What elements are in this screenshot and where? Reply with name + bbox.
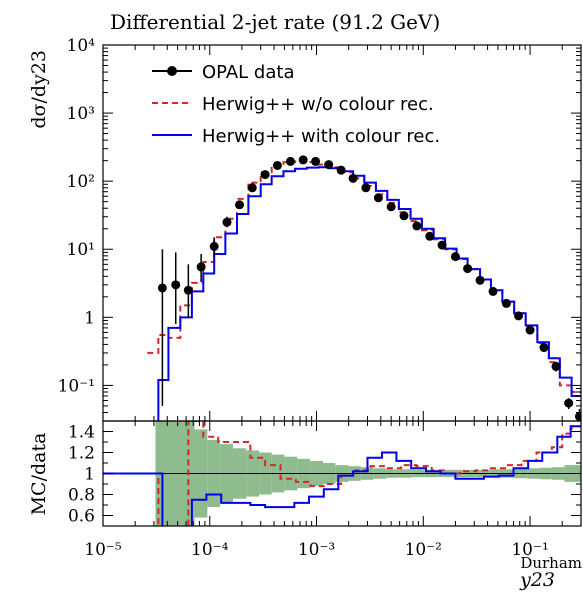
data-point xyxy=(222,217,232,227)
ratio-series-herwig-with-colour-rec xyxy=(103,425,581,526)
x-tick-label: 10⁻⁴ xyxy=(191,540,229,560)
data-point xyxy=(285,156,295,166)
data-point xyxy=(514,311,524,321)
chart-title: Differential 2-jet rate (91.2 GeV) xyxy=(110,10,440,34)
data-point xyxy=(183,285,193,295)
data-point xyxy=(450,252,460,262)
data-point xyxy=(235,200,245,210)
data-point xyxy=(361,183,371,193)
data-point xyxy=(488,286,498,296)
data-point xyxy=(551,361,561,371)
y-tick-label: 10⁴ xyxy=(67,36,96,56)
ratio-y-tick-label: 1 xyxy=(84,465,95,485)
x-tick-label: 10⁻³ xyxy=(298,540,335,560)
legend: OPAL data Herwig++ w/o colour rec. Herwi… xyxy=(152,62,440,147)
y-tick-label: 10² xyxy=(67,172,95,192)
ratio-y-tick-label: 1.2 xyxy=(68,444,95,464)
data-point xyxy=(336,165,346,175)
ratio-series-herwig-w-o-colour-rec xyxy=(103,421,581,526)
legend-label-herwig-with: Herwig++ with colour rec. xyxy=(202,126,440,147)
x-tick-label: 10⁻¹ xyxy=(511,540,548,560)
data-point xyxy=(525,325,535,335)
data-point xyxy=(348,173,358,183)
legend-marker-opal-data xyxy=(167,66,177,76)
x-axis-label-superscript: Durham xyxy=(520,554,582,572)
y-tick-label: 10¹ xyxy=(67,240,95,260)
x-tick-label: 10⁻⁵ xyxy=(84,540,122,560)
data-point xyxy=(247,183,257,193)
ratio-panel-plot-area xyxy=(103,421,581,526)
data-point xyxy=(311,156,321,166)
data-point xyxy=(171,280,181,290)
data-point xyxy=(260,170,270,180)
x-tick-label: 10⁻² xyxy=(405,540,442,560)
data-point xyxy=(324,160,334,170)
data-point xyxy=(157,283,167,293)
data-point xyxy=(425,231,435,241)
data-point xyxy=(463,264,473,274)
data-point xyxy=(209,241,219,251)
data-point xyxy=(564,398,574,408)
data-point xyxy=(437,240,447,250)
x-axis-label: y23 xyxy=(519,569,555,591)
y-tick-label: 10³ xyxy=(67,104,95,124)
data-point xyxy=(196,262,206,272)
data-point xyxy=(501,298,511,308)
legend-label-opal-data: OPAL data xyxy=(202,62,294,83)
ratio-y-axis-label: MC/data xyxy=(28,433,50,516)
y-tick-label: 1 xyxy=(84,308,95,328)
data-point xyxy=(298,155,308,165)
data-point xyxy=(412,221,422,231)
legend-label-herwig-wo: Herwig++ w/o colour rec. xyxy=(202,94,434,115)
main-series-herwig-with-colour-rec xyxy=(157,166,581,421)
main-y-axis-label: dσ/dy23 xyxy=(28,50,50,129)
ratio-y-tick-label: 0.8 xyxy=(68,486,95,506)
axis-ticks: 10⁻⁵ 10⁻⁴ 10⁻³ 10⁻² 10⁻¹ 10⁴ 10³ 10² 10¹ 1 10⁻¹ 1.4… xyxy=(58,36,581,560)
ratio-y-tick-label: 0.6 xyxy=(68,507,95,527)
main-series-herwig-w-o-colour-rec xyxy=(147,160,581,393)
data-point xyxy=(373,193,383,203)
y-tick-label: 10⁻¹ xyxy=(58,376,95,396)
ratio-panel-frame xyxy=(102,420,582,527)
data-point xyxy=(574,411,581,421)
ratio-y-tick-label: 1.4 xyxy=(68,423,95,443)
data-point xyxy=(399,211,409,221)
data-point xyxy=(386,202,396,212)
data-point xyxy=(272,160,282,170)
series-layer xyxy=(103,155,581,526)
data-point xyxy=(475,275,485,285)
data-point xyxy=(539,343,549,353)
